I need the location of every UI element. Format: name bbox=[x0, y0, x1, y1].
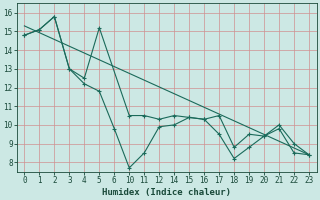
X-axis label: Humidex (Indice chaleur): Humidex (Indice chaleur) bbox=[102, 188, 231, 197]
